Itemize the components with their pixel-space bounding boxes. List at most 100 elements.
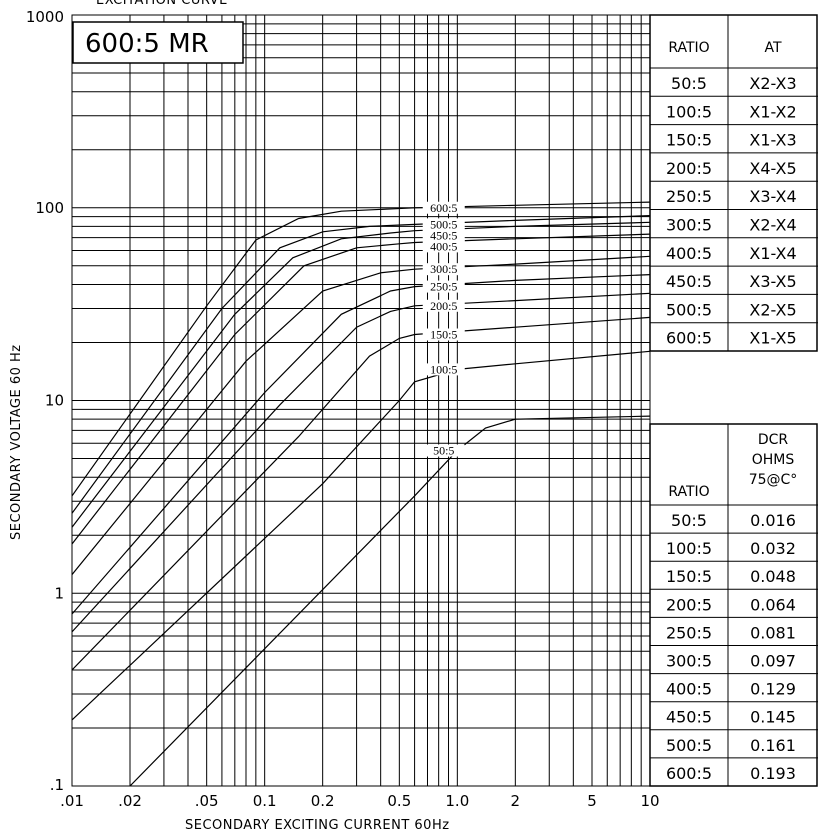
curve-label-bg — [422, 229, 465, 242]
x-tick-label: .02 — [118, 792, 142, 810]
y-tick-label: 10 — [45, 392, 64, 410]
dcr-table-cell-ratio: 500:5 — [666, 736, 712, 755]
ratio-table-cell-at: X2-X4 — [749, 216, 796, 235]
ratio-table-cell-ratio: 300:5 — [666, 216, 712, 235]
x-tick-label: 0.1 — [253, 792, 277, 810]
curve-label-bg — [422, 299, 465, 312]
curve-label-bg — [422, 218, 465, 231]
dcr-table-cell-ohms: 0.048 — [750, 567, 796, 586]
y-tick-label: 1 — [54, 584, 64, 602]
y-axis-label: SECONDARY VOLTAGE 60 Hz — [9, 344, 24, 540]
grid — [71, 14, 651, 787]
dcr-table-cell-ohms: 0.064 — [750, 595, 796, 614]
dcr-table-cell-ratio: 300:5 — [666, 652, 712, 671]
series-line — [72, 255, 650, 575]
title-box: 600:5 MR — [72, 21, 244, 64]
ratio-table-cell-at: X2-X3 — [749, 74, 796, 93]
ratio-table-frame — [649, 14, 818, 352]
curves — [72, 201, 650, 786]
chart-title: EXCITATION CURVE — [96, 0, 228, 8]
curve-label-bg — [422, 363, 465, 376]
y-tick-label: 1000 — [26, 8, 64, 26]
title-box-label: 600:5 MR — [85, 29, 209, 59]
dcr-table-cell-ratio: 400:5 — [666, 680, 712, 699]
dcr-table-cell-ohms: 0.129 — [750, 680, 796, 699]
ratio-table-cell-at: X1-X4 — [749, 244, 796, 263]
x-tick-label: 5 — [587, 792, 597, 810]
x-tick-label: 1.0 — [445, 792, 469, 810]
curve-label: 400:5 — [430, 239, 457, 253]
dcr-table-cell-ratio: 200:5 — [666, 595, 712, 614]
curve-label: 300:5 — [430, 262, 457, 276]
curve-label: 200:5 — [430, 299, 457, 313]
dcr-table-cell-ohms: 0.016 — [750, 511, 796, 530]
curve-label-bg — [422, 280, 465, 293]
y-tick-label: 100 — [35, 199, 64, 217]
curve-label: 150:5 — [430, 327, 457, 341]
dcr-table-cell-ohms: 0.081 — [750, 623, 796, 642]
x-tick-label: 0.2 — [311, 792, 335, 810]
ratio-table-cell-ratio: 100:5 — [666, 102, 712, 121]
x-tick-label: .05 — [195, 792, 219, 810]
series-line — [72, 221, 650, 528]
dcr-table-cell-ratio: 100:5 — [666, 539, 712, 558]
ratio-table-header-at: AT — [764, 40, 781, 56]
x-axis-label: SECONDARY EXCITING CURRENT 60Hz — [185, 818, 450, 833]
curve-label-bg — [422, 328, 465, 341]
series-line — [72, 274, 650, 615]
dcr-table-cell-ratio: 450:5 — [666, 708, 712, 727]
ratio-table-cell-ratio: 150:5 — [666, 131, 712, 150]
curve-label: 600:5 — [430, 201, 457, 215]
dcr-table-cell-ohms: 0.161 — [750, 736, 796, 755]
curve-label-bg — [422, 444, 465, 457]
x-tick-label: 10 — [640, 792, 659, 810]
curve-label: 450:5 — [430, 228, 457, 242]
dcr-table-frame — [649, 423, 818, 787]
dcr-table-cell-ohms: 0.193 — [750, 764, 796, 783]
y-tick-label: .1 — [50, 776, 64, 794]
series-line — [72, 201, 650, 497]
dcr-table-cell-ratio: 50:5 — [671, 511, 707, 530]
series-line — [72, 316, 650, 671]
ratio-table-cell-at: X1-X3 — [749, 131, 796, 150]
curve-label: 250:5 — [430, 280, 457, 294]
x-tick-label: .01 — [60, 792, 84, 810]
curve-label: 500:5 — [430, 217, 457, 231]
series-line — [72, 350, 650, 721]
curve-label: 100:5 — [430, 362, 457, 376]
title-box-frame — [72, 21, 244, 64]
x-tick-label: 0.5 — [387, 792, 411, 810]
series-line — [129, 415, 650, 786]
curve-label-bg — [422, 201, 465, 214]
dcr-table-cell-ratio: 600:5 — [666, 764, 712, 783]
ratio-table-cell-at: X3-X5 — [749, 272, 796, 291]
ratio-table-cell-at: X3-X4 — [749, 187, 796, 206]
ratio-table-cell-at: X1-X5 — [749, 329, 796, 348]
dcr-table-header-line: DCR — [758, 432, 789, 448]
series-line — [72, 215, 650, 514]
dcr-table-cell-ohms: 0.097 — [750, 652, 796, 671]
series-line — [72, 233, 650, 545]
curve-label-bg — [422, 240, 465, 253]
ratio-table-cell-ratio: 250:5 — [666, 187, 712, 206]
ratio-table-cell-at: X2-X5 — [749, 300, 796, 319]
tables: RATIO AT 50:5 X2-X3 100:5 X1-X2 150:5 X1-X3 200:… — [649, 14, 818, 787]
ratio-table-cell-ratio: 450:5 — [666, 272, 712, 291]
axes: .01 .02 .05 0.1 0.2 0.5 1.0 2 5 10 .1 1 10 100 1000 — [26, 8, 660, 810]
dcr-table-header-line: 75@C° — [749, 472, 798, 488]
x-tick-label: 2 — [511, 792, 521, 810]
ratio-table-cell-ratio: 500:5 — [666, 300, 712, 319]
dcr-table-cell-ratio: 150:5 — [666, 567, 712, 586]
ratio-table-cell-ratio: 50:5 — [671, 74, 707, 93]
ratio-table-cell-at: X1-X2 — [749, 102, 796, 121]
curve-label: 50:5 — [433, 444, 454, 458]
dcr-table-header-ratio: RATIO — [668, 484, 709, 500]
ratio-table-header-ratio: RATIO — [668, 40, 709, 56]
dcr-table-cell-ratio: 250:5 — [666, 623, 712, 642]
ratio-table-cell-at: X4-X5 — [749, 159, 796, 178]
dcr-table-header-line: OHMS — [752, 452, 795, 468]
ratio-table-cell-ratio: 600:5 — [666, 329, 712, 348]
dcr-table-cell-ohms: 0.032 — [750, 539, 796, 558]
